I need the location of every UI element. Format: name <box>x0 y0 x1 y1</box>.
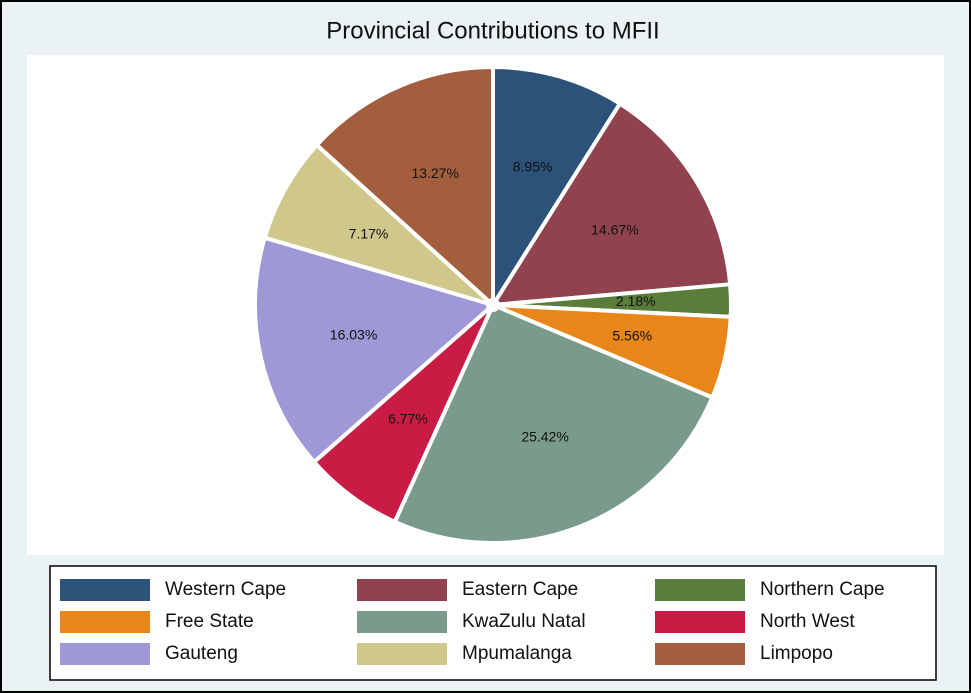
legend-swatch <box>357 579 447 601</box>
pie-slice <box>392 303 715 545</box>
data-label: 13.27% <box>411 165 458 181</box>
data-label: 7.17% <box>349 226 389 242</box>
legend-swatch <box>357 611 447 633</box>
legend <box>49 565 937 681</box>
data-label: 25.42% <box>521 429 568 445</box>
data-label: 5.56% <box>612 328 652 344</box>
legend-swatch <box>655 643 745 665</box>
legend-label: Free State <box>165 611 254 632</box>
legend-label: Mpumalanga <box>462 643 572 664</box>
pie-center <box>486 298 500 312</box>
legend-swatch <box>60 643 150 665</box>
legend-swatch <box>655 611 745 633</box>
legend-swatch <box>655 579 745 601</box>
pie-slice <box>253 235 495 464</box>
legend-label: Gauteng <box>165 643 238 664</box>
pie-slice <box>314 65 495 307</box>
data-label: 8.95% <box>513 159 553 175</box>
legend-label: Limpopo <box>760 643 833 664</box>
data-label: 2.18% <box>616 293 656 309</box>
pie-slice <box>262 143 495 307</box>
legend-label: KwaZulu Natal <box>462 611 586 632</box>
data-label: 6.77% <box>388 410 428 426</box>
chart-title: Provincial Contributions to MFII <box>326 17 659 44</box>
pie-slice <box>491 101 733 307</box>
legend-label: Northern Cape <box>760 579 885 600</box>
data-label: 16.03% <box>330 326 377 342</box>
legend-label: North West <box>760 611 855 632</box>
data-label: 14.67% <box>591 221 638 237</box>
legend-swatch <box>60 579 150 601</box>
pie-slice <box>491 65 622 307</box>
legend-swatch <box>357 643 447 665</box>
legend-label: Western Cape <box>165 579 286 600</box>
legend-swatch <box>60 611 150 633</box>
legend-label: Eastern Cape <box>462 579 578 600</box>
